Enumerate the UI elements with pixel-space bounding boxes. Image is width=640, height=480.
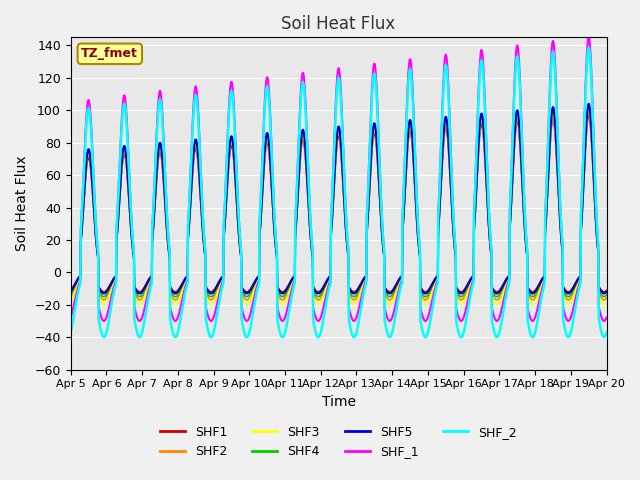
SHF3 bbox=[540, 278, 547, 284]
SHF_2 bbox=[207, 334, 215, 340]
SHF5 bbox=[173, 290, 180, 296]
SHF5 bbox=[492, 290, 500, 296]
SHF2 bbox=[207, 297, 215, 303]
Line: SHF1: SHF1 bbox=[70, 115, 607, 292]
SHF_2 bbox=[246, 326, 254, 332]
SHF_2 bbox=[67, 330, 74, 336]
SHF_2 bbox=[492, 334, 500, 339]
Line: SHF_1: SHF_1 bbox=[70, 36, 607, 321]
SHF2 bbox=[422, 297, 430, 303]
SHF_1 bbox=[603, 314, 611, 320]
SHF2 bbox=[186, 212, 194, 218]
SHF2 bbox=[246, 293, 254, 299]
Y-axis label: Soil Heat Flux: Soil Heat Flux bbox=[15, 156, 29, 251]
SHF_1 bbox=[492, 318, 500, 324]
SHF1 bbox=[207, 289, 215, 295]
SHF5 bbox=[585, 101, 593, 107]
SHF1 bbox=[422, 289, 430, 295]
SHF_2 bbox=[603, 330, 611, 336]
Legend: SHF1, SHF2, SHF3, SHF4, SHF5, SHF_1, SHF_2: SHF1, SHF2, SHF3, SHF4, SHF5, SHF_1, SHF… bbox=[155, 421, 522, 463]
SHF3 bbox=[67, 300, 74, 305]
SHF4 bbox=[67, 292, 74, 298]
SHF_1 bbox=[67, 314, 74, 320]
SHF_1 bbox=[246, 312, 254, 318]
SHF_2 bbox=[585, 45, 593, 50]
SHF3 bbox=[585, 106, 593, 111]
Line: SHF4: SHF4 bbox=[70, 106, 607, 297]
SHF1 bbox=[67, 288, 74, 293]
SHF2 bbox=[540, 276, 547, 282]
SHF1 bbox=[492, 289, 500, 295]
SHF_2 bbox=[186, 190, 194, 196]
SHF4 bbox=[540, 276, 547, 281]
SHF_1 bbox=[173, 317, 180, 323]
SHF4 bbox=[422, 294, 430, 300]
SHF3 bbox=[246, 298, 254, 303]
SHF1 bbox=[603, 288, 611, 293]
SHF5 bbox=[422, 290, 430, 296]
SHF4 bbox=[186, 211, 194, 216]
SHF_1 bbox=[585, 34, 593, 39]
Line: SHF3: SHF3 bbox=[70, 108, 607, 305]
SHF_1 bbox=[540, 282, 547, 288]
SHF5 bbox=[540, 275, 547, 281]
Line: SHF_2: SHF_2 bbox=[70, 48, 607, 337]
SHF4 bbox=[585, 103, 593, 109]
SHF5 bbox=[67, 289, 74, 295]
SHF_2 bbox=[422, 334, 430, 340]
SHF3 bbox=[186, 212, 194, 217]
SHF5 bbox=[207, 290, 215, 296]
SHF1 bbox=[186, 214, 194, 220]
SHF1 bbox=[173, 288, 180, 294]
SHF2 bbox=[585, 108, 593, 113]
SHF1 bbox=[585, 112, 593, 118]
SHF1 bbox=[540, 275, 547, 280]
Line: SHF5: SHF5 bbox=[70, 104, 607, 293]
SHF_1 bbox=[422, 318, 430, 324]
SHF4 bbox=[492, 294, 500, 300]
SHF2 bbox=[67, 295, 74, 301]
SHF2 bbox=[173, 296, 180, 302]
X-axis label: Time: Time bbox=[322, 395, 356, 409]
SHF5 bbox=[246, 288, 254, 294]
SHF4 bbox=[246, 291, 254, 297]
SHF_2 bbox=[540, 286, 547, 292]
SHF5 bbox=[603, 289, 611, 295]
SHF_2 bbox=[173, 333, 180, 338]
SHF2 bbox=[603, 295, 611, 301]
SHF_1 bbox=[207, 318, 215, 324]
Line: SHF2: SHF2 bbox=[70, 110, 607, 300]
SHF4 bbox=[603, 292, 611, 298]
SHF3 bbox=[173, 301, 180, 307]
SHF3 bbox=[603, 300, 611, 305]
SHF4 bbox=[173, 293, 180, 299]
Title: Soil Heat Flux: Soil Heat Flux bbox=[282, 15, 396, 33]
SHF4 bbox=[207, 294, 215, 300]
SHF3 bbox=[207, 302, 215, 308]
SHF_1 bbox=[186, 186, 194, 192]
Text: TZ_fmet: TZ_fmet bbox=[81, 48, 138, 60]
SHF1 bbox=[246, 287, 254, 292]
SHF2 bbox=[492, 297, 500, 302]
SHF5 bbox=[186, 210, 194, 216]
SHF3 bbox=[422, 302, 430, 308]
SHF3 bbox=[492, 301, 500, 307]
